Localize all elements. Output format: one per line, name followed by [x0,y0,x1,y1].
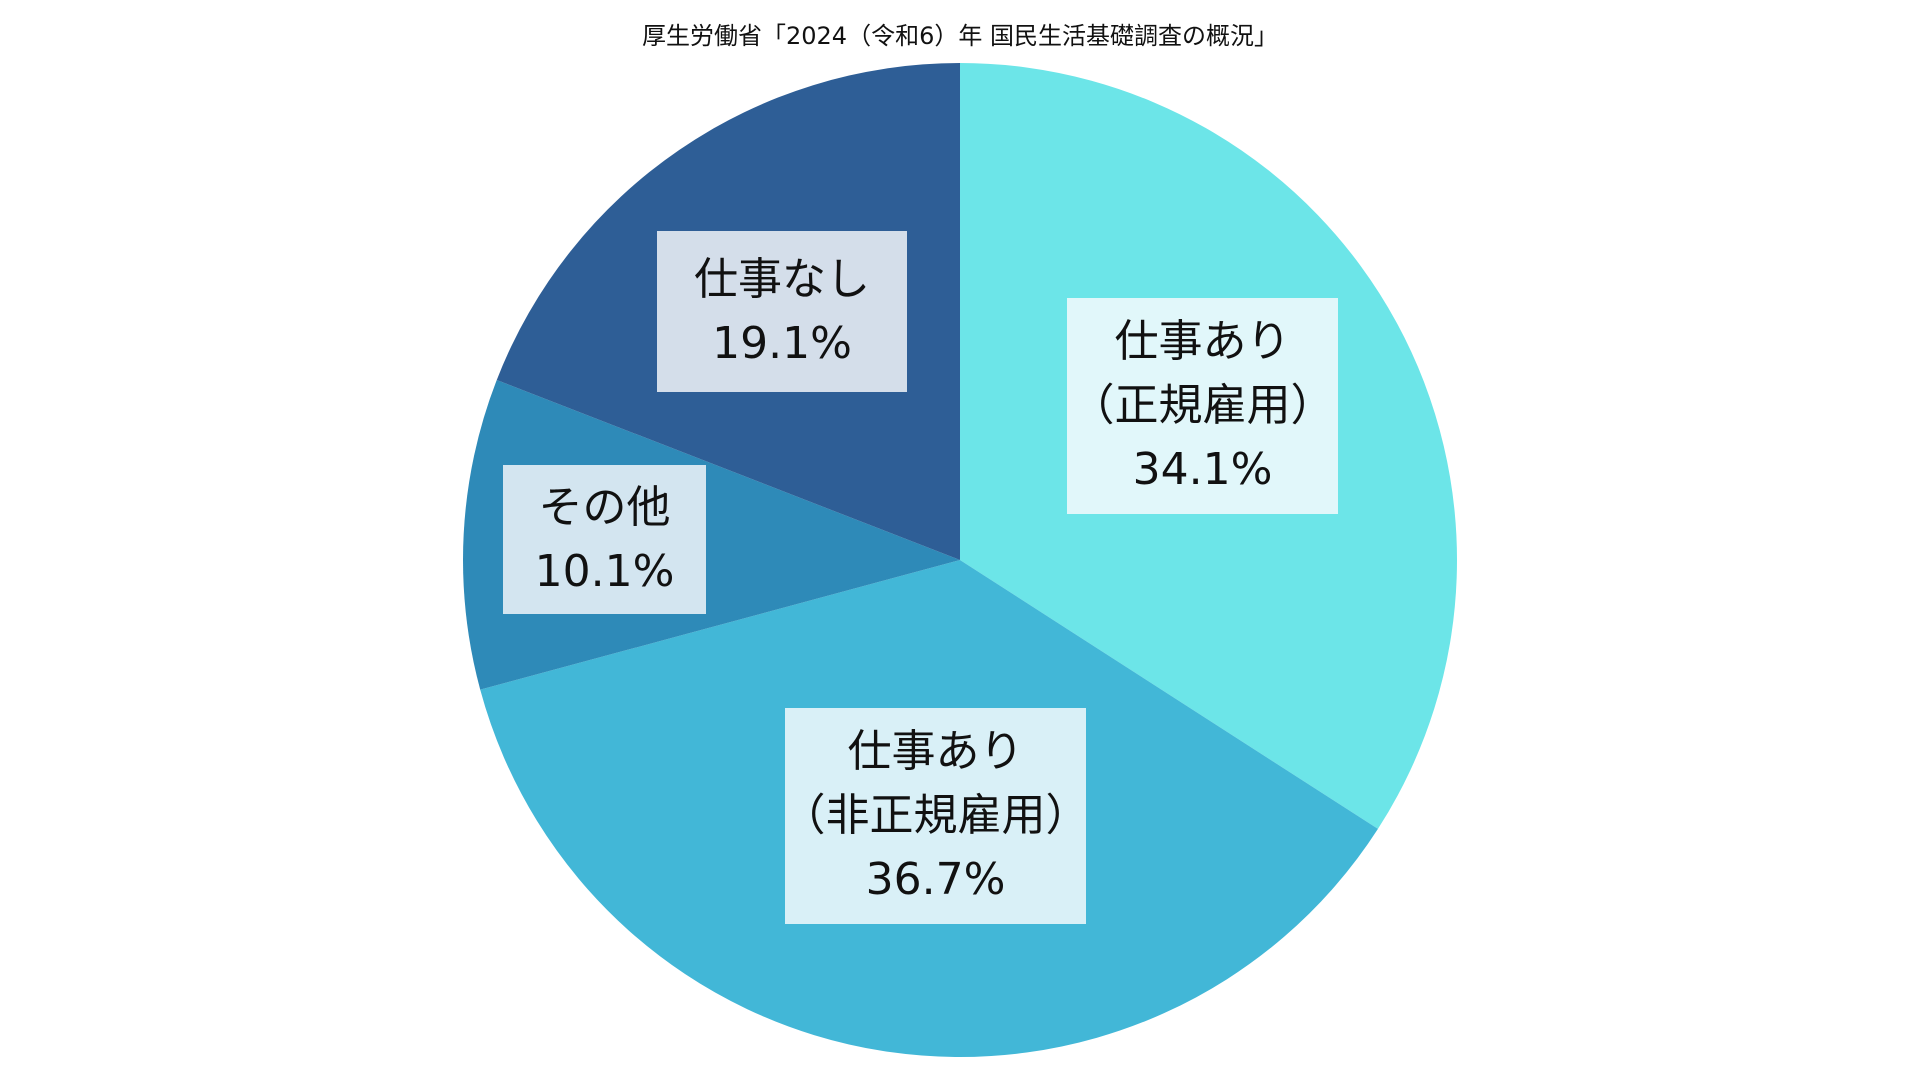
slice-label-line2: （非正規雇用） [781,790,1090,841]
slice-label-line1: 仕事なし [694,253,870,305]
slice-label-other: その他 10.1% [503,465,706,614]
slice-value: 10.1% [534,545,675,597]
chart-title: 厚生労働省「2024（令和6）年 国民生活基礎調査の概況」 [642,22,1278,50]
slice-value: 36.7% [865,854,1006,905]
slice-label-no-work: 仕事なし 19.1% [657,231,907,392]
slice-value: 19.1% [712,317,852,369]
slice-label-line1: 仕事あり [1114,316,1291,367]
slice-label-line1: 仕事あり [847,726,1024,777]
slice-value: 34.1% [1132,444,1273,495]
slice-label-nonregular-employment: 仕事あり （非正規雇用） 36.7% [782,708,1090,924]
slice-label-regular-employment: 仕事あり （正規雇用） 34.1% [1067,298,1338,514]
slice-label-line2: （正規雇用） [1070,380,1335,431]
slice-label-line1: その他 [538,481,671,533]
